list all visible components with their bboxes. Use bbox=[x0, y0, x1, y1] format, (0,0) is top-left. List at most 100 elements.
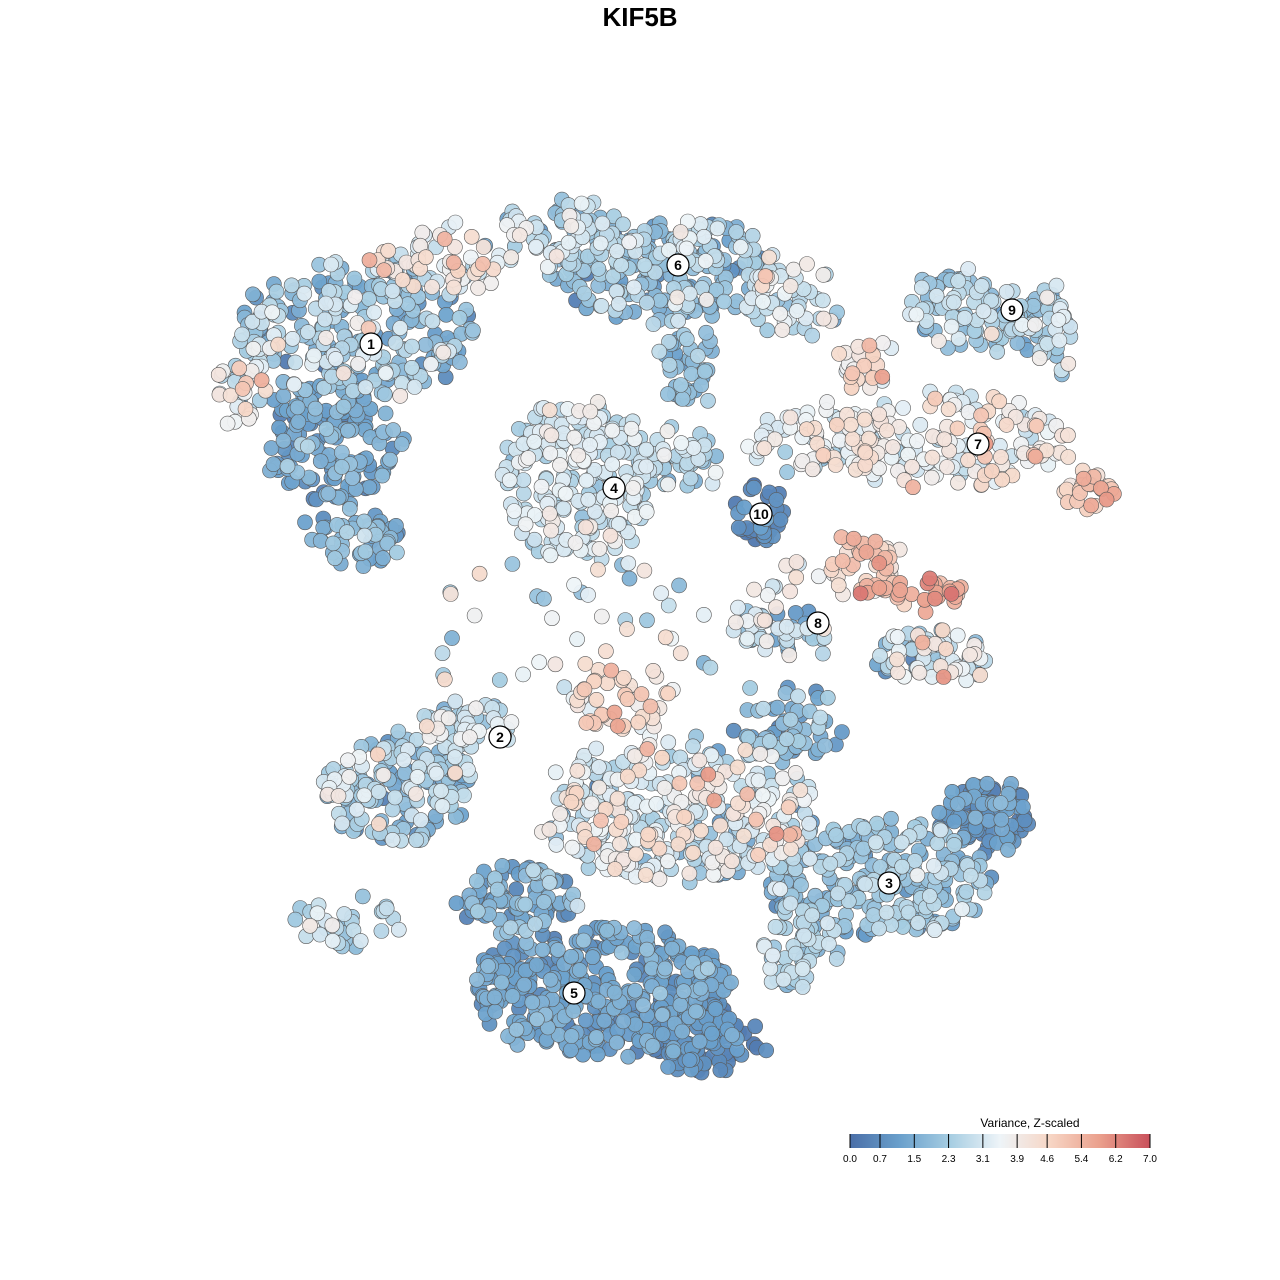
cluster-label-text: 8 bbox=[814, 615, 822, 631]
cell-point bbox=[787, 945, 804, 962]
cell-point bbox=[768, 599, 784, 616]
cell-point bbox=[508, 881, 525, 898]
cell-point bbox=[657, 960, 673, 977]
cell-point bbox=[636, 257, 653, 274]
cell-point bbox=[799, 256, 815, 272]
cell-point bbox=[819, 394, 835, 410]
cell-point bbox=[822, 855, 839, 872]
cell-point bbox=[923, 469, 940, 486]
cell-point bbox=[474, 256, 491, 272]
cell-point bbox=[580, 491, 597, 508]
cell-point bbox=[557, 485, 574, 502]
cell-point bbox=[536, 894, 552, 910]
cell-point bbox=[653, 585, 669, 602]
cell-point bbox=[586, 836, 602, 852]
cell-point bbox=[571, 962, 588, 978]
cell-point bbox=[605, 268, 621, 285]
cell-point bbox=[552, 806, 569, 822]
cell-point bbox=[660, 853, 676, 870]
cell-point bbox=[390, 921, 407, 938]
cell-point bbox=[764, 947, 781, 964]
cell-point bbox=[447, 214, 464, 231]
cell-point bbox=[447, 765, 464, 781]
cell-point bbox=[750, 772, 767, 789]
cell-point bbox=[436, 231, 453, 247]
cell-point bbox=[444, 630, 460, 646]
cell-point bbox=[911, 664, 928, 681]
cell-point bbox=[815, 267, 832, 283]
cluster-label-text: 7 bbox=[974, 436, 982, 452]
cell-point bbox=[960, 452, 976, 469]
cell-point bbox=[671, 577, 687, 594]
cell-point bbox=[357, 379, 374, 396]
cell-point bbox=[672, 997, 689, 1013]
cell-point bbox=[423, 356, 439, 372]
cell-point bbox=[730, 519, 747, 536]
cell-point bbox=[815, 645, 831, 662]
cell-point bbox=[489, 881, 506, 898]
cell-point bbox=[772, 881, 789, 898]
cell-point bbox=[1031, 350, 1048, 367]
cell-point bbox=[590, 993, 607, 1010]
cell-point bbox=[445, 254, 462, 271]
cell-point bbox=[931, 804, 948, 821]
cell-point bbox=[698, 324, 714, 341]
colorbar bbox=[850, 1134, 1150, 1148]
cell-point bbox=[993, 449, 1009, 465]
cell-point bbox=[946, 813, 963, 830]
cluster-label-text: 3 bbox=[885, 875, 893, 891]
cell-point bbox=[508, 1021, 525, 1038]
cell-point bbox=[635, 997, 651, 1014]
cell-point bbox=[639, 741, 656, 757]
cell-point bbox=[709, 220, 726, 237]
cell-point bbox=[621, 234, 638, 251]
cluster-label-4: 4 bbox=[602, 476, 626, 500]
cell-point bbox=[772, 511, 789, 528]
cell-point bbox=[520, 450, 537, 466]
cell-point bbox=[840, 893, 857, 910]
cell-point bbox=[936, 431, 953, 448]
cell-point bbox=[341, 769, 358, 785]
cell-point bbox=[354, 888, 371, 905]
cell-point bbox=[287, 354, 304, 371]
cell-point bbox=[657, 924, 673, 941]
cell-point bbox=[778, 618, 795, 635]
cell-point bbox=[555, 500, 572, 517]
cell-point bbox=[612, 836, 628, 852]
cell-point bbox=[446, 279, 462, 296]
cell-point bbox=[434, 798, 451, 815]
cell-point bbox=[782, 895, 799, 912]
cell-point bbox=[577, 519, 594, 536]
cell-point bbox=[789, 303, 805, 319]
cell-point bbox=[769, 699, 786, 716]
cell-point bbox=[857, 444, 874, 461]
cluster-label-text: 5 bbox=[570, 985, 578, 1001]
cell-point bbox=[1000, 841, 1016, 858]
cell-point bbox=[737, 742, 754, 758]
cell-point bbox=[798, 421, 815, 438]
cell-point bbox=[347, 289, 363, 305]
cell-point bbox=[921, 570, 938, 587]
cell-point bbox=[774, 322, 791, 338]
cell-point bbox=[318, 330, 334, 346]
cell-point bbox=[950, 273, 967, 289]
cell-point bbox=[1039, 289, 1055, 306]
cell-point bbox=[517, 896, 534, 913]
cell-point bbox=[780, 799, 797, 816]
cell-point bbox=[754, 787, 771, 804]
cell-point bbox=[1027, 316, 1043, 333]
cell-point bbox=[790, 688, 806, 705]
cell-point bbox=[814, 292, 831, 309]
cell-point bbox=[375, 767, 392, 783]
cell-point bbox=[466, 607, 483, 624]
cell-point bbox=[637, 867, 654, 883]
cell-point bbox=[645, 662, 662, 679]
cell-point bbox=[889, 651, 905, 668]
cell-point bbox=[815, 447, 832, 463]
cell-point bbox=[736, 499, 753, 516]
cell-point bbox=[861, 337, 878, 354]
cell-point bbox=[592, 235, 609, 252]
cell-point bbox=[480, 958, 496, 974]
cell-point bbox=[828, 951, 845, 967]
cell-point bbox=[297, 514, 313, 531]
